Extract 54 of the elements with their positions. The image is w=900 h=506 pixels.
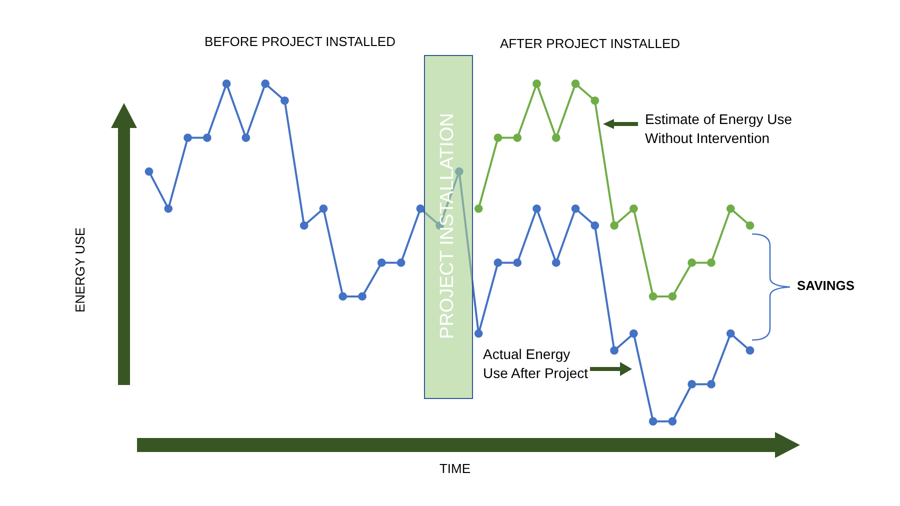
point xyxy=(532,80,541,88)
point xyxy=(338,292,348,301)
point xyxy=(726,329,735,338)
point xyxy=(707,258,716,267)
point xyxy=(164,204,173,213)
point xyxy=(474,204,483,213)
point xyxy=(707,380,716,388)
point xyxy=(454,167,464,176)
text: AFTER PROJECT INSTALLED xyxy=(500,36,680,51)
point xyxy=(688,258,696,267)
point xyxy=(552,258,560,267)
point xyxy=(319,204,328,213)
point xyxy=(261,80,270,88)
point xyxy=(688,380,696,388)
point xyxy=(494,134,502,142)
point xyxy=(726,204,735,213)
point xyxy=(629,204,638,213)
point xyxy=(590,221,600,230)
point xyxy=(648,292,658,301)
point xyxy=(144,167,154,176)
text: SAVINGS xyxy=(797,278,855,293)
annotation: PROJECT INSTALLATION xyxy=(437,113,459,339)
point xyxy=(648,417,658,426)
point xyxy=(184,134,192,142)
point xyxy=(513,258,522,267)
point xyxy=(552,134,560,142)
point xyxy=(300,221,308,230)
point xyxy=(474,329,483,338)
point xyxy=(571,204,580,213)
annotation: Estimate of Energy Use Without Intervention xyxy=(645,110,794,148)
point xyxy=(202,134,212,142)
point xyxy=(668,292,677,301)
point xyxy=(242,134,250,142)
point xyxy=(668,417,677,426)
point xyxy=(532,204,541,213)
point xyxy=(610,346,618,355)
point xyxy=(610,221,618,230)
point xyxy=(416,204,425,213)
y-axis-title: ENERGY USE xyxy=(72,227,88,313)
point xyxy=(494,258,502,267)
point xyxy=(746,221,754,230)
point xyxy=(590,96,600,105)
point xyxy=(746,346,754,355)
x-axis-title: TIME xyxy=(439,461,471,476)
point xyxy=(513,134,522,142)
point xyxy=(377,258,386,267)
point xyxy=(396,258,406,267)
annotation: Actual Energy Use After Project xyxy=(483,345,590,383)
point xyxy=(358,292,366,301)
point xyxy=(629,329,638,338)
point xyxy=(280,96,289,105)
text: BEFORE PROJECT INSTALLED xyxy=(204,34,396,49)
point xyxy=(222,80,231,88)
point xyxy=(571,80,580,88)
